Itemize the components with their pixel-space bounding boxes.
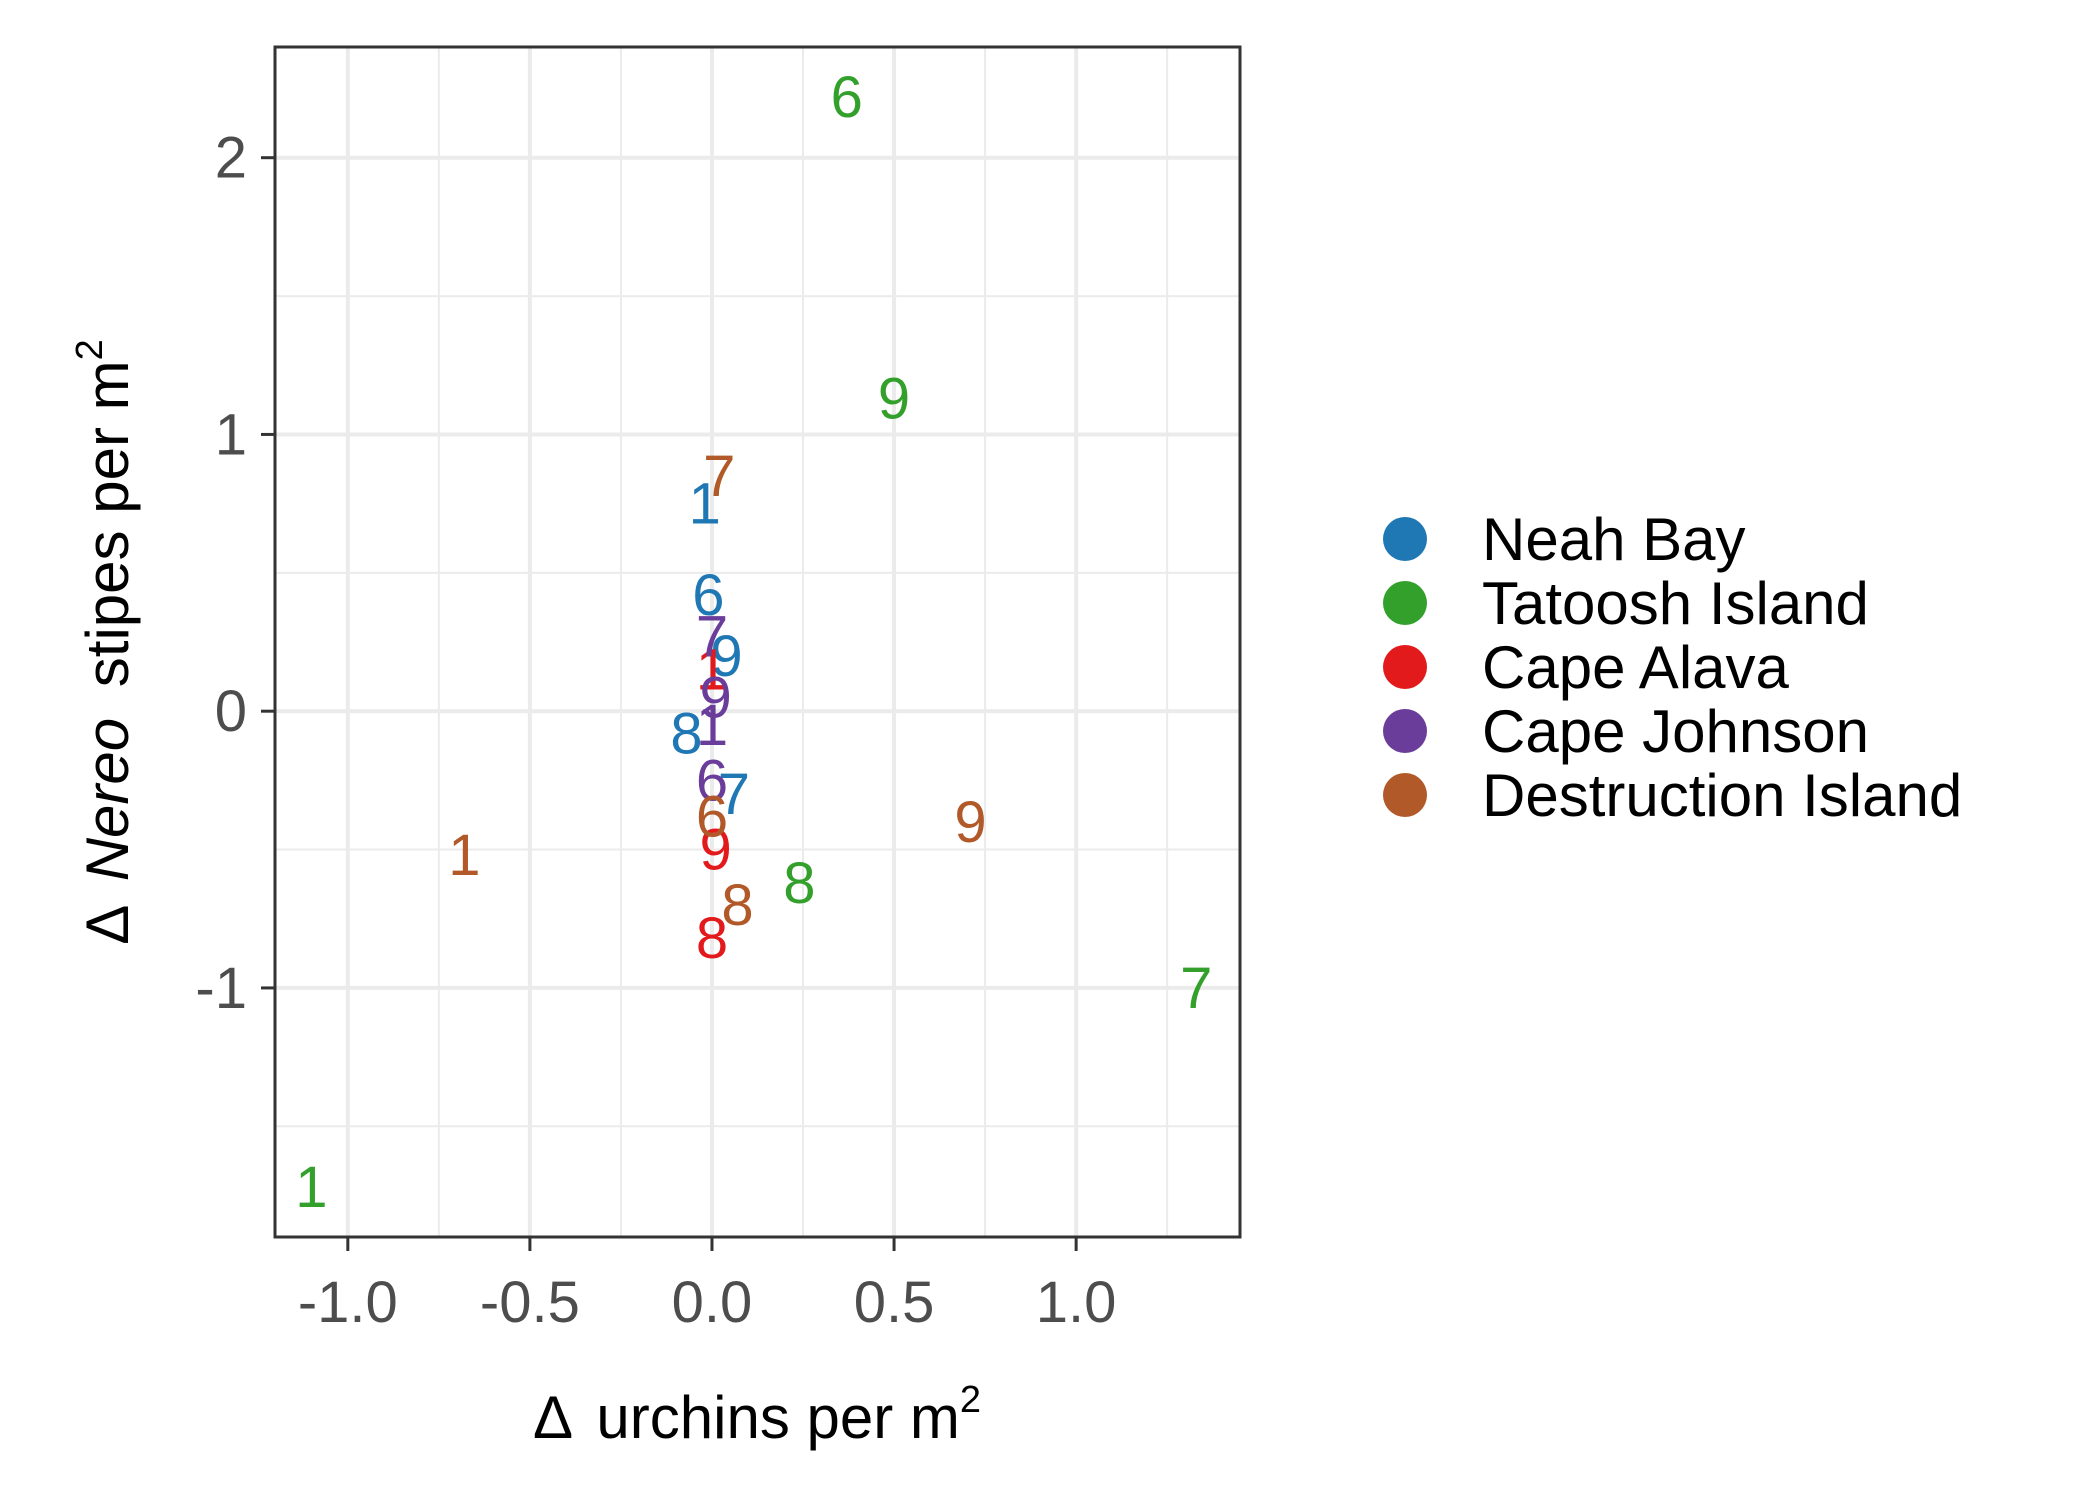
data-point: 9 xyxy=(878,366,910,431)
x-axis-title-text: urchins per m xyxy=(596,1384,959,1451)
y-axis-title-delta: Δ xyxy=(74,906,141,945)
legend-key xyxy=(1383,709,1427,753)
y-axis-title-italic: Nereo xyxy=(74,718,141,881)
data-point: 6 xyxy=(831,65,863,130)
legend-label: Cape Alava xyxy=(1482,634,1790,701)
x-tick-label: 0.0 xyxy=(672,1270,753,1335)
data-point: 1 xyxy=(696,693,728,758)
minor-gridlines xyxy=(275,47,1240,1237)
x-tick-label: 1.0 xyxy=(1036,1270,1117,1335)
data-point: 8 xyxy=(721,873,753,938)
x-tick-label: -1.0 xyxy=(298,1270,398,1335)
data-point: 8 xyxy=(783,851,815,916)
plot-panel-background xyxy=(275,47,1240,1237)
x-axis-title-delta: Δ xyxy=(533,1384,572,1451)
legend-label: Tatoosh Island xyxy=(1482,570,1869,637)
y-tick-label: 2 xyxy=(215,126,247,191)
legend-key xyxy=(1383,645,1427,689)
y-tick-label: 1 xyxy=(215,402,247,467)
tick-labels: -1.0 -0.5 0.0 0.5 1.0 -1 0 1 2 xyxy=(195,126,1116,1335)
data-point: 7 xyxy=(703,444,735,509)
data-point: 9 xyxy=(954,790,986,855)
legend-label: Cape Johnson xyxy=(1482,698,1869,765)
data-point: 7 xyxy=(696,604,728,669)
data-point: 1 xyxy=(689,472,721,537)
x-tick-label: -0.5 xyxy=(480,1270,580,1335)
y-tick-label: -1 xyxy=(195,956,247,1021)
y-axis-title-text: stipes per m xyxy=(74,360,141,687)
x-axis-title-superscript: 2 xyxy=(960,1379,981,1421)
major-gridlines xyxy=(275,47,1240,1237)
data-point: 6 xyxy=(696,748,728,813)
data-point: 9 xyxy=(699,818,731,883)
data-point: 8 xyxy=(696,906,728,971)
data-point: 7 xyxy=(718,762,750,827)
legend-key xyxy=(1383,517,1427,561)
data-point: 9 xyxy=(699,665,731,730)
y-tick-label: 0 xyxy=(215,679,247,744)
legend-key xyxy=(1383,773,1427,817)
plot-panel-border xyxy=(273,45,1242,1239)
data-point: 8 xyxy=(670,701,702,766)
legend-label: Neah Bay xyxy=(1482,506,1746,573)
data-point: 9 xyxy=(710,624,742,689)
data-point: 7 xyxy=(1180,956,1212,1021)
y-axis-title-superscript: 2 xyxy=(69,339,111,360)
legend-label: Destruction Island xyxy=(1482,762,1962,829)
axis-ticks xyxy=(261,156,1078,1251)
data-point: 1 xyxy=(448,823,480,888)
x-axis-title: Δ urchins per m2 xyxy=(533,1379,981,1451)
data-point: 1 xyxy=(696,638,728,703)
x-tick-label: 0.5 xyxy=(854,1270,935,1335)
data-point: 6 xyxy=(696,784,728,849)
data-point: 1 xyxy=(295,1155,327,1220)
y-axis-title: Δ Nereo stipes per m2 xyxy=(69,339,141,944)
legend-key xyxy=(1383,581,1427,625)
data-point: 6 xyxy=(692,563,724,628)
